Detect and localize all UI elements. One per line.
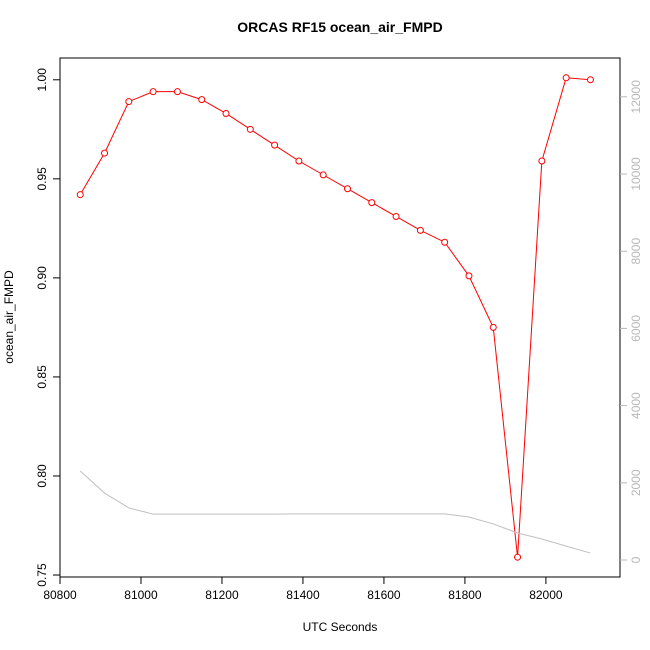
point bbox=[562, 74, 570, 82]
y2-tick-label: 2000 bbox=[629, 469, 643, 496]
y-tick-label: 0.75 bbox=[35, 563, 49, 587]
point bbox=[76, 191, 84, 199]
series-line bbox=[79, 470, 591, 554]
x-tick-label: 82000 bbox=[529, 588, 563, 602]
point bbox=[295, 157, 303, 165]
point bbox=[489, 323, 497, 331]
point bbox=[538, 157, 546, 165]
point bbox=[586, 76, 594, 84]
point bbox=[416, 226, 424, 234]
x-tick-label: 81000 bbox=[124, 588, 158, 602]
chart-title: ORCAS RF15 ocean_air_FMPD bbox=[237, 19, 442, 35]
y2-tick-label: 0 bbox=[629, 556, 643, 563]
y-tick-label: 0.80 bbox=[35, 464, 49, 488]
point bbox=[125, 98, 133, 106]
point bbox=[392, 212, 400, 220]
y-tick-label: 0.90 bbox=[35, 266, 49, 290]
y2-tick-label: 12000 bbox=[629, 80, 643, 114]
point bbox=[465, 272, 473, 280]
x-tick-label: 81400 bbox=[286, 588, 320, 602]
point bbox=[271, 141, 279, 149]
y2-tick-label: 4000 bbox=[629, 392, 643, 419]
point bbox=[246, 125, 254, 133]
y-axis-label: ocean_air_FMPD bbox=[2, 270, 16, 364]
point bbox=[198, 96, 206, 104]
y2-tick-label: 10000 bbox=[629, 157, 643, 191]
y-tick-label: 1.00 bbox=[35, 68, 49, 92]
y-tick-label: 0.85 bbox=[35, 365, 49, 389]
point bbox=[319, 171, 327, 179]
point bbox=[368, 199, 376, 207]
point bbox=[441, 238, 449, 246]
point bbox=[173, 88, 181, 96]
y2-tick-label: 6000 bbox=[629, 315, 643, 342]
x-tick-label: 80800 bbox=[43, 588, 77, 602]
point bbox=[514, 553, 522, 561]
point bbox=[149, 88, 157, 96]
x-tick-label: 81200 bbox=[205, 588, 239, 602]
x-tick-label: 81800 bbox=[448, 588, 482, 602]
x-axis-label: UTC Seconds bbox=[303, 620, 378, 634]
point bbox=[101, 149, 109, 157]
plot-frame bbox=[59, 57, 621, 578]
x-tick-label: 81600 bbox=[367, 588, 401, 602]
y-tick-label: 0.95 bbox=[35, 167, 49, 191]
series-line bbox=[79, 77, 591, 558]
y2-tick-label: 8000 bbox=[629, 238, 643, 265]
point bbox=[343, 185, 351, 193]
point bbox=[222, 109, 230, 117]
